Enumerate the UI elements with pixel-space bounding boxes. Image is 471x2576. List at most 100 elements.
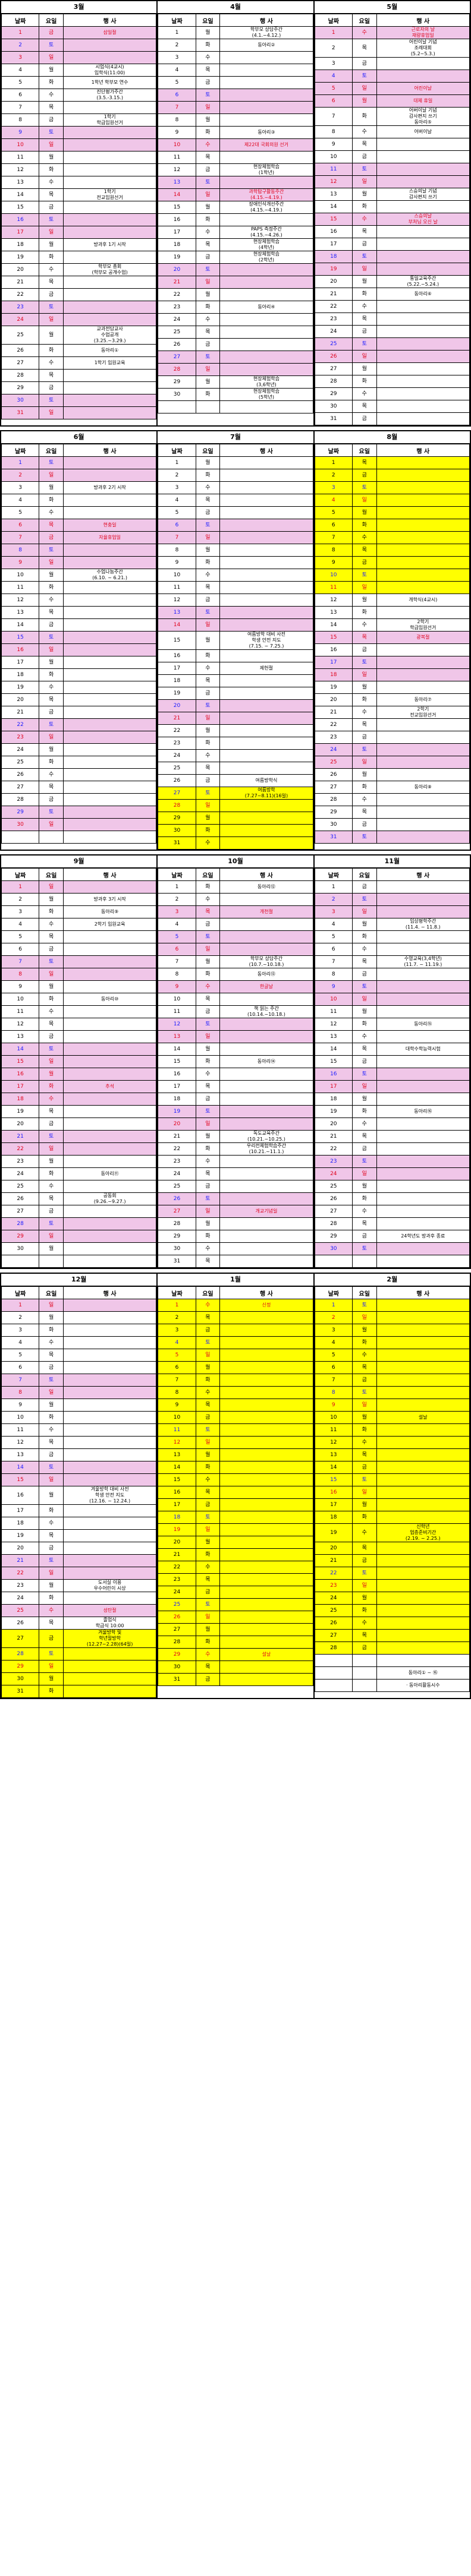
event-cell: 독도교육주간 (10.21.~10.25.) bbox=[219, 1130, 313, 1143]
table-row: 26 화 동아리① bbox=[1, 344, 157, 357]
table-row: 31 금 bbox=[158, 1673, 313, 1686]
month-table: 날짜 요일 행 사 1 토 2 일 3 월 4 화 5 수 6 목 7 금 8 토 9 일 10 월 설날 11 화 12 수 13 목 1… bbox=[314, 1286, 470, 1692]
date-cell: 18 bbox=[1, 668, 40, 681]
date-cell: 2 bbox=[158, 469, 196, 482]
table-row: 15 수 bbox=[158, 1473, 313, 1486]
date-cell: 12 bbox=[314, 1436, 353, 1449]
table-row: 14 일 과학탐구활동주간 (4.15.~4.19.) bbox=[158, 188, 313, 201]
weekday-cell: 일 bbox=[39, 1055, 64, 1068]
weekday-cell: 수 bbox=[39, 263, 64, 276]
date-cell: 9 bbox=[1, 126, 40, 139]
date-cell: 21 bbox=[1, 1130, 40, 1143]
weekday-cell: 금 bbox=[39, 943, 64, 956]
event-cell bbox=[219, 1561, 313, 1574]
date-cell: 31 bbox=[158, 1673, 196, 1686]
date-cell: 4 bbox=[1, 918, 40, 931]
event-cell bbox=[219, 1436, 313, 1449]
table-row: 23 일 bbox=[314, 1579, 470, 1592]
date-cell: 6 bbox=[1, 519, 40, 532]
date-cell: 13 bbox=[314, 1448, 353, 1461]
event-cell bbox=[62, 831, 157, 844]
event-cell: 개학식(4교시) bbox=[376, 594, 470, 607]
weekday-cell: 수 bbox=[195, 569, 221, 582]
table-row: 26 금 bbox=[158, 338, 313, 351]
table-row: 18 목 bbox=[158, 674, 313, 687]
date-cell: 2 bbox=[158, 39, 196, 52]
event-cell: 현장체험학습 (4학년) bbox=[219, 238, 313, 251]
table-row: 20 화 동아리⑦ bbox=[314, 693, 470, 706]
event-cell bbox=[219, 762, 313, 775]
event-cell bbox=[62, 1448, 157, 1461]
header-event: 행 사 bbox=[62, 14, 157, 27]
table-row: 23 목 bbox=[158, 1573, 313, 1586]
table-row: 13 금 bbox=[1, 1030, 157, 1043]
date-cell: 25 bbox=[1, 326, 40, 345]
table-row: 18 화 bbox=[1, 668, 157, 681]
event-cell bbox=[376, 519, 470, 532]
event-cell: 자율휴업일 bbox=[62, 531, 157, 544]
weekday-cell: 월 bbox=[195, 26, 221, 39]
event-cell bbox=[376, 556, 470, 569]
date-cell: 2 bbox=[158, 1311, 196, 1324]
weekday-cell: 수 bbox=[351, 1436, 377, 1449]
date-cell: 9 bbox=[314, 556, 353, 569]
event-cell bbox=[219, 76, 313, 89]
event-cell bbox=[376, 1654, 470, 1667]
event-cell: 2학기 학급임원선거 bbox=[376, 618, 470, 632]
date-cell: 16 bbox=[1, 643, 40, 656]
date-cell: 17 bbox=[314, 238, 353, 251]
event-cell bbox=[62, 1336, 157, 1349]
event-cell bbox=[219, 1511, 313, 1524]
event-cell bbox=[219, 1660, 313, 1674]
event-cell bbox=[219, 1374, 313, 1387]
weekday-cell: 수 bbox=[195, 1561, 221, 1574]
event-cell bbox=[376, 362, 470, 375]
weekday-cell: 목 bbox=[39, 1349, 64, 1362]
table-row: 14 목 대학수학능력시험 bbox=[314, 1043, 470, 1056]
table-row: 11 화 bbox=[1, 581, 157, 594]
table-row: 30 토 bbox=[1, 394, 157, 407]
date-cell: 5 bbox=[158, 1349, 196, 1362]
event-cell: 광복절 bbox=[376, 631, 470, 644]
event-cell bbox=[219, 113, 313, 127]
weekday-cell: 토 bbox=[39, 1217, 64, 1230]
table-row: 18 금 bbox=[158, 1093, 313, 1106]
event-cell bbox=[62, 668, 157, 681]
header-day: 요일 bbox=[195, 14, 221, 27]
date-cell: 15 bbox=[1, 201, 40, 214]
date-cell: 27 bbox=[158, 1623, 196, 1636]
header-event: 행 사 bbox=[219, 444, 313, 457]
quarter-block: 9월 날짜 요일 행 사 1 일 2 월 방과후 3기 시작 3 화 동아리⑨ 4 수 2학기 입원교육 5 목… bbox=[0, 854, 471, 1269]
table-row bbox=[314, 1654, 470, 1667]
weekday-cell: 화 bbox=[39, 1324, 64, 1337]
weekday-cell: 금 bbox=[195, 1411, 221, 1424]
event-cell: 어버이날 기념 감사편지 쓰기 동아리⑤ bbox=[376, 107, 470, 126]
date-cell: 14 bbox=[158, 1461, 196, 1474]
table-row: 14 금 bbox=[1, 618, 157, 632]
table-row: 29 화 bbox=[158, 1230, 313, 1243]
table-row: 15 화 동아리⑭ bbox=[158, 1055, 313, 1068]
table-row: · 동아리활동시수 bbox=[314, 1679, 470, 1692]
date-cell: 10 bbox=[314, 569, 353, 582]
date-cell: 13 bbox=[158, 606, 196, 619]
weekday-cell: 토 bbox=[351, 1242, 377, 1255]
weekday-cell: 토 bbox=[351, 980, 377, 993]
weekday-cell: 수 bbox=[39, 1604, 64, 1617]
date-cell: 28 bbox=[1, 369, 40, 382]
date-cell: 21 bbox=[314, 1554, 353, 1567]
table-row: 31 수 bbox=[158, 836, 313, 850]
date-cell: 19 bbox=[1, 1105, 40, 1118]
table-row: 13 화 bbox=[314, 606, 470, 619]
table-row: 14 토 bbox=[1, 1043, 157, 1056]
table-row: 23 토 bbox=[1, 301, 157, 314]
header-date: 날짜 bbox=[314, 14, 353, 27]
event-cell: 겨울방학 대비 사전 학생 안전 지도 (12.16. ~ 12.24.) bbox=[62, 1486, 157, 1505]
table-row: 22 토 bbox=[1, 718, 157, 731]
table-row: 8 수 어버이날 bbox=[314, 125, 470, 138]
weekday-cell: 월 bbox=[39, 1155, 64, 1168]
table-row: 27 월 bbox=[314, 362, 470, 375]
table-row: 21 화 bbox=[158, 1548, 313, 1561]
weekday-cell: 토 bbox=[195, 787, 221, 800]
